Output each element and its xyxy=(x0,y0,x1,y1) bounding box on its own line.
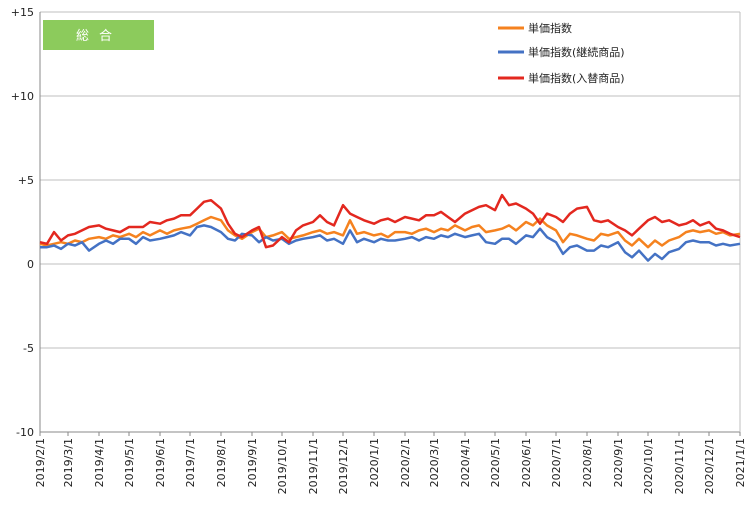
y-tick-labels: +15 +10 +5 0 -5 -10 xyxy=(11,6,34,439)
y-tick-label: -10 xyxy=(16,426,34,439)
x-tick-label: 2020/9/1 xyxy=(612,438,625,487)
x-tick-label: 2021/1/1 xyxy=(734,438,745,487)
x-tick-label: 2019/8/1 xyxy=(215,438,228,487)
x-tick-label: 2020/6/1 xyxy=(520,438,533,487)
x-tick-label: 2019/3/1 xyxy=(62,438,75,487)
y-tick-label: -5 xyxy=(23,342,34,355)
y-tick-label: +15 xyxy=(11,6,34,19)
x-tick-label: 2019/12/1 xyxy=(337,438,350,494)
series-line-0 xyxy=(39,215,741,249)
y-tick-label: 0 xyxy=(27,258,34,271)
legend-label-1: 単価指数(継続商品) xyxy=(528,45,625,59)
x-tick-label: 2020/7/1 xyxy=(550,438,563,487)
x-tick-label: 2019/7/1 xyxy=(184,438,197,487)
x-tick-label: 2019/4/1 xyxy=(93,438,106,487)
x-tick-label: 2019/9/1 xyxy=(246,438,259,487)
y-tick-label: +10 xyxy=(11,90,34,103)
x-tick-label: 2020/12/1 xyxy=(703,438,716,494)
legend-label-0: 単価指数 xyxy=(528,21,572,35)
x-tick-label: 2020/1/1 xyxy=(368,438,381,487)
x-tick-label: 2019/2/1 xyxy=(34,438,47,487)
x-tick-label: 2020/5/1 xyxy=(489,438,502,487)
x-tick-label: 2020/3/1 xyxy=(428,438,441,487)
badge-background xyxy=(43,20,154,50)
y-tick-label: +5 xyxy=(18,174,34,187)
x-tick-label: 2019/5/1 xyxy=(123,438,136,487)
x-tick-label: 2020/8/1 xyxy=(581,438,594,487)
x-tick-label: 2020/10/1 xyxy=(642,438,655,494)
series-lines xyxy=(39,193,741,262)
x-tick-label: 2020/4/1 xyxy=(459,438,472,487)
gridlines xyxy=(40,11,740,433)
x-tick-label: 2019/6/1 xyxy=(154,438,167,487)
axes xyxy=(39,12,741,436)
x-tick-label: 2019/11/1 xyxy=(307,438,320,494)
legend-label-2: 単価指数(入替商品) xyxy=(528,71,625,85)
series-line-2 xyxy=(39,193,741,249)
x-tick-label: 2020/11/1 xyxy=(673,438,686,494)
badge-label: 総合 xyxy=(76,29,122,44)
series-line-1 xyxy=(40,224,741,262)
badge: 総合 xyxy=(43,20,154,50)
x-tick-label: 2020/2/1 xyxy=(399,438,412,487)
x-tick-labels: 2019/2/1 2019/3/1 2019/4/1 2019/5/1 2019/6/1… xyxy=(34,438,745,494)
x-tick-label: 2019/10/1 xyxy=(276,438,289,494)
